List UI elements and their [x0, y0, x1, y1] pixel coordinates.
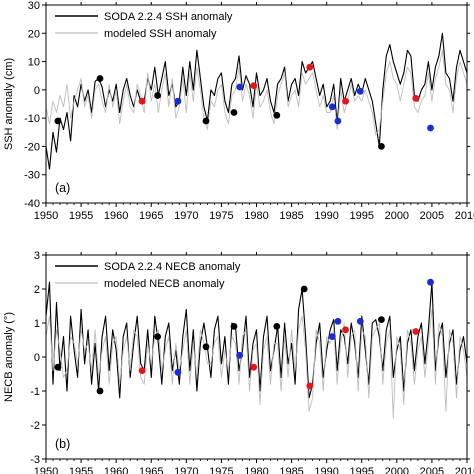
event-marker-blue — [334, 117, 342, 125]
x-tick-label: 2000 — [385, 466, 409, 474]
legend-label: SODA 2.2.4 NECB anomaly — [104, 261, 241, 273]
event-marker-black — [202, 343, 210, 351]
event-marker-black — [230, 323, 238, 330]
event-marker-blue — [236, 83, 244, 91]
y-tick-label: -2 — [30, 420, 40, 432]
series-line-soda — [46, 281, 467, 399]
event-marker-black — [230, 109, 238, 116]
event-marker-blue — [356, 317, 364, 325]
y-tick-label: 0 — [34, 85, 40, 97]
event-marker-red — [412, 328, 420, 335]
x-tick-label: 1975 — [209, 466, 233, 474]
event-marker-black — [54, 117, 62, 125]
x-tick-label: 1955 — [69, 210, 93, 222]
event-marker-black — [54, 363, 62, 371]
y-axis-title: NECB anomaly (°) — [3, 312, 15, 402]
y-tick-label: 2 — [34, 284, 40, 296]
y-tick-label: -10 — [24, 113, 40, 125]
event-marker-red — [342, 326, 349, 334]
event-marker-red — [306, 382, 314, 390]
panel-a: 1950 1955 1960 1965 1970 1975 1980 1985 1990 1995… — [3, 0, 474, 222]
x-tick-label: 2000 — [385, 210, 409, 222]
x-tick-label: 2005 — [420, 466, 444, 474]
y-tick-label: -3 — [30, 454, 40, 466]
x-tick-label: 1950 — [34, 466, 58, 474]
y-tick-label: 1 — [34, 318, 40, 330]
x-tick-label: 1960 — [104, 466, 128, 474]
y-tick-label: 20 — [28, 28, 40, 40]
event-marker-black — [154, 92, 162, 99]
y-tick-label: 3 — [34, 250, 40, 262]
y-axis-title: SSH anomaly (cm) — [3, 58, 15, 150]
event-marker-blue — [328, 333, 336, 340]
event-marker-blue — [236, 351, 244, 359]
x-tick-label: 1990 — [314, 466, 338, 474]
y-tick-label: -1 — [30, 386, 40, 398]
event-marker-black — [300, 285, 308, 293]
x-tick-label: 1980 — [244, 466, 268, 474]
x-tick-label: 1960 — [104, 210, 128, 222]
x-tick-label: 1955 — [69, 466, 93, 474]
panel-label: (b) — [55, 437, 70, 451]
legend-label: SODA 2.2.4 SSH anomaly — [104, 11, 233, 23]
x-tick-label: 1995 — [350, 210, 374, 222]
event-marker-red — [138, 97, 146, 105]
series-line-modeled — [46, 308, 467, 419]
x-tick-label: 1975 — [209, 210, 233, 222]
event-marker-blue — [356, 87, 364, 95]
event-marker-black — [96, 75, 104, 82]
y-tick-label: -20 — [24, 141, 40, 153]
x-tick-label: 1985 — [279, 210, 303, 222]
y-tick-label: 0 — [34, 352, 40, 364]
legend-label: modeled SSH anomaly — [104, 28, 217, 40]
event-marker-black — [378, 143, 385, 150]
y-tick-label: -40 — [24, 198, 40, 210]
event-marker-black — [202, 117, 210, 125]
event-marker-blue — [427, 278, 434, 286]
event-marker-black — [273, 111, 281, 119]
panel-label: (a) — [55, 181, 70, 195]
x-tick-label: 1965 — [139, 466, 163, 474]
x-tick-label: 2005 — [420, 210, 444, 222]
event-marker-red — [412, 94, 420, 102]
y-tick-label: 30 — [28, 0, 40, 12]
event-marker-blue — [427, 124, 434, 132]
y-tick-label: -30 — [24, 170, 40, 182]
x-tick-label: 1995 — [350, 466, 374, 474]
x-tick-label: 1970 — [174, 466, 198, 474]
legend-label: modeled NECB anomaly — [104, 278, 225, 290]
x-tick-label: 1980 — [244, 210, 268, 222]
event-marker-black — [96, 387, 104, 395]
event-marker-red — [342, 97, 349, 105]
x-tick-label: 1990 — [314, 210, 338, 222]
event-marker-black — [154, 333, 162, 340]
event-marker-red — [250, 82, 258, 89]
x-tick-label: 1965 — [139, 210, 163, 222]
event-marker-blue — [334, 317, 342, 325]
event-marker-black — [273, 323, 281, 330]
event-marker-red — [250, 363, 258, 371]
x-tick-label: 1970 — [174, 210, 198, 222]
series-line-soda — [46, 32, 467, 170]
event-marker-blue — [328, 103, 336, 111]
panel-b: 1950 1955 1960 1965 1970 1975 1980 1985 1990 1995… — [3, 250, 474, 474]
event-marker-red — [138, 367, 146, 374]
event-marker-black — [378, 316, 385, 323]
event-marker-red — [306, 63, 314, 71]
x-tick-label: 1950 — [34, 210, 58, 222]
y-tick-label: 10 — [28, 57, 40, 69]
x-tick-label: 1985 — [279, 466, 303, 474]
event-marker-blue — [174, 97, 182, 105]
event-marker-blue — [174, 368, 182, 376]
